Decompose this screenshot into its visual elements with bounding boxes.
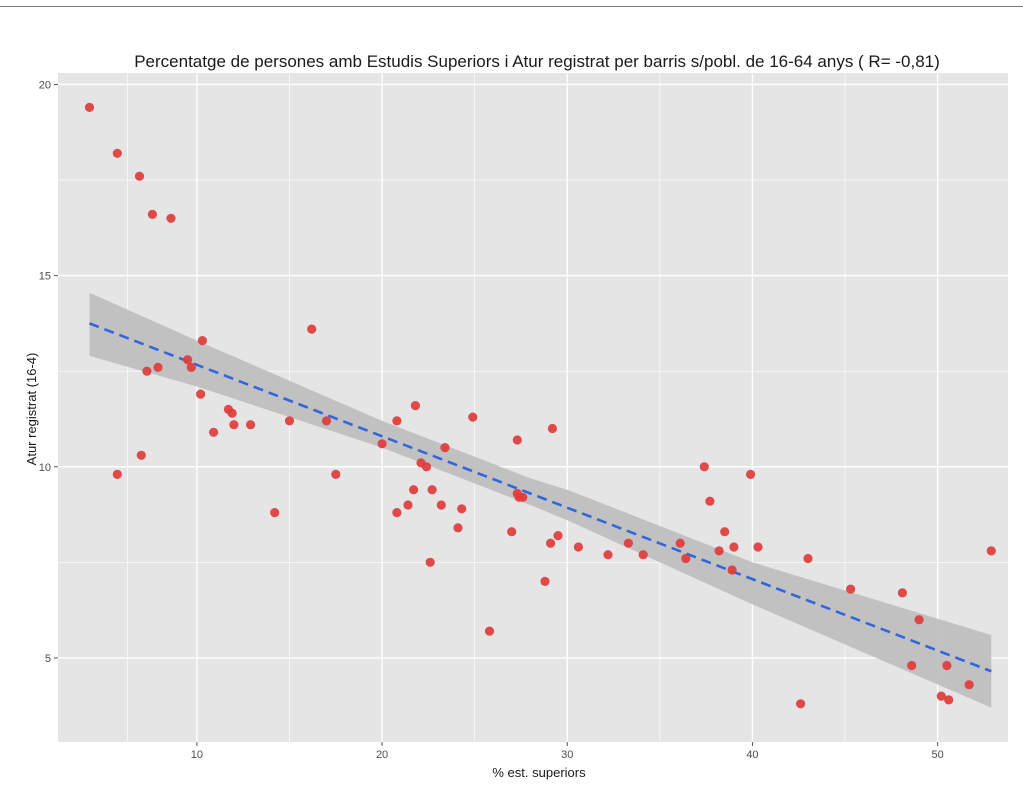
trend-line — [89, 322, 992, 673]
data-point — [136, 450, 146, 460]
data-point — [427, 485, 437, 495]
data-point — [603, 550, 613, 560]
data-point — [84, 102, 95, 112]
data-point — [403, 500, 413, 510]
data-point — [699, 462, 709, 472]
trend-layer — [89, 322, 992, 673]
data-point — [227, 408, 237, 418]
data-point — [727, 565, 737, 575]
data-point — [964, 680, 974, 690]
data-point — [436, 500, 446, 510]
data-point — [729, 542, 739, 552]
data-point — [914, 615, 924, 625]
data-point — [321, 416, 332, 426]
data-point — [377, 439, 387, 449]
data-point — [714, 546, 724, 556]
data-point — [284, 416, 295, 426]
y-tick-label: 5 — [45, 653, 51, 665]
y-axis-label: Atur registrat (16-4) — [24, 353, 39, 466]
data-point — [209, 427, 219, 437]
y-tick-label: 10 — [39, 462, 51, 474]
data-point — [153, 362, 163, 372]
data-point — [675, 538, 685, 548]
data-point — [512, 435, 522, 445]
x-tick-label: 50 — [932, 749, 944, 761]
y-axis-ticks: 5 10 15 20 — [39, 79, 58, 665]
data-point — [468, 412, 478, 422]
data-point — [196, 389, 206, 399]
data-point — [166, 213, 176, 223]
chart-title: Percentatge de persones amb Estudis Supe… — [134, 52, 940, 71]
data-point — [197, 336, 207, 346]
data-point — [409, 485, 419, 495]
data-point — [936, 691, 946, 701]
data-point — [331, 469, 341, 479]
data-point — [796, 699, 806, 709]
data-point — [681, 553, 691, 564]
x-tick-label: 40 — [746, 749, 758, 761]
data-point — [112, 469, 122, 479]
points-layer — [84, 102, 996, 709]
x-axis-ticks: 10 20 30 40 50 — [191, 742, 944, 761]
gridlines — [58, 73, 1008, 742]
y-tick-label: 15 — [39, 271, 51, 283]
data-point — [897, 588, 908, 598]
data-point — [484, 626, 495, 636]
data-point — [705, 496, 715, 506]
y-tick-label: 20 — [39, 79, 51, 91]
data-point — [540, 576, 550, 587]
data-point — [986, 546, 996, 556]
x-axis-label: % est. superiors — [492, 765, 586, 780]
x-tick-label: 10 — [191, 749, 203, 761]
data-point — [425, 557, 435, 567]
data-point — [112, 148, 122, 158]
data-point — [453, 523, 463, 533]
data-point — [746, 469, 756, 479]
confidence-band-layer — [89, 292, 992, 708]
data-point — [457, 504, 467, 514]
data-point — [246, 420, 256, 430]
data-point — [421, 462, 432, 472]
x-tick-label: 30 — [561, 749, 573, 761]
data-point — [753, 542, 763, 552]
data-point — [307, 324, 317, 334]
data-point — [392, 507, 402, 518]
confidence-band — [89, 292, 992, 708]
data-point — [803, 553, 813, 564]
data-point — [440, 443, 450, 453]
data-point — [229, 420, 239, 430]
data-point — [907, 660, 917, 671]
x-tick-label: 20 — [376, 749, 388, 761]
data-point — [573, 542, 584, 552]
data-point — [134, 171, 145, 181]
data-point — [553, 531, 563, 541]
data-point — [944, 695, 954, 705]
data-point — [270, 507, 280, 518]
data-point — [142, 366, 152, 376]
data-point — [546, 538, 556, 548]
data-point — [638, 550, 648, 560]
data-point — [547, 423, 558, 434]
data-point — [623, 538, 634, 548]
data-point — [392, 416, 402, 426]
data-point — [942, 660, 952, 671]
data-point — [846, 584, 856, 594]
data-point — [720, 527, 730, 537]
data-point — [183, 355, 193, 365]
data-point — [410, 401, 420, 411]
data-point — [186, 362, 196, 372]
data-point — [507, 527, 517, 537]
data-point — [147, 209, 157, 219]
data-point — [518, 492, 528, 502]
top-border-line — [0, 6, 1023, 7]
